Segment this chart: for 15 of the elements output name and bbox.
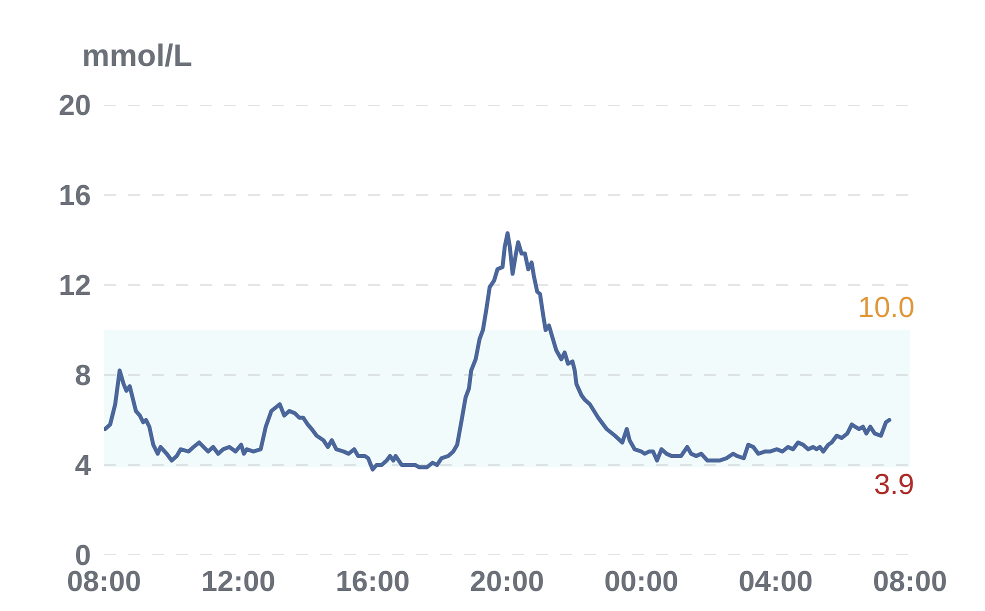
x-tick-label: 08:00 bbox=[872, 566, 948, 598]
annotation: 3.9 bbox=[874, 469, 914, 501]
x-tick-label: 00:00 bbox=[604, 566, 678, 598]
y-tick-label: 4 bbox=[74, 450, 91, 482]
annotation: 10.0 bbox=[858, 292, 914, 324]
x-tick-label: 12:00 bbox=[201, 566, 276, 598]
y-tick-label: 12 bbox=[58, 270, 91, 302]
x-tick-label: 20:00 bbox=[470, 566, 544, 598]
y-tick-label: 20 bbox=[58, 90, 91, 122]
y-tick-label: 16 bbox=[58, 180, 91, 212]
x-tick-label: 08:00 bbox=[66, 566, 142, 598]
x-tick-label: 16:00 bbox=[336, 566, 410, 598]
y-tick-label: 8 bbox=[74, 360, 91, 392]
y-axis-title: mmol/L bbox=[82, 38, 192, 73]
x-tick-label: 04:00 bbox=[738, 566, 813, 598]
